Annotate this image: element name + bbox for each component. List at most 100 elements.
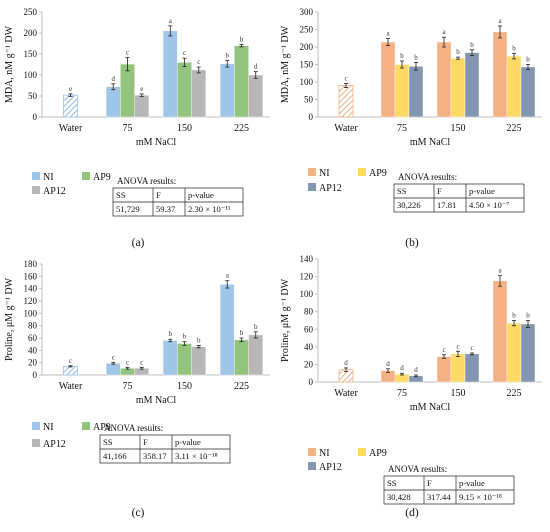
anova-value-cell: 30,226 xyxy=(397,200,421,210)
y-tick-label: 250 xyxy=(24,7,38,17)
x-tick-label: 225 xyxy=(234,123,249,134)
bar-water xyxy=(62,365,79,376)
anova-value-cell: 51,729 xyxy=(116,204,140,214)
significance-letter: b xyxy=(470,41,474,49)
bar-water xyxy=(62,94,79,118)
significance-letter: e xyxy=(140,85,143,93)
bar-ap9 xyxy=(394,64,410,118)
y-tick-label: 40 xyxy=(304,342,314,352)
bar-ni xyxy=(162,30,178,118)
significance-letter: d xyxy=(344,359,348,367)
legend-swatch-ni xyxy=(308,448,316,456)
significance-letter: b xyxy=(226,51,230,59)
y-axis-label: Proline, μM g⁻¹ DW xyxy=(4,277,15,361)
legend-label-ap12: AP12 xyxy=(43,439,66,450)
anova-title: ANOVA results: xyxy=(388,464,447,474)
bar-ap9 xyxy=(120,63,135,118)
significance-letter: b xyxy=(197,336,201,344)
bar-ap12 xyxy=(464,52,480,118)
y-axis-label: MDA, nM g⁻¹ DW xyxy=(280,25,291,103)
significance-letter: d xyxy=(254,63,258,71)
y-tick-label: 0 xyxy=(33,112,38,122)
y-tick-label: 60 xyxy=(304,324,314,334)
x-tick-label: 225 xyxy=(507,123,522,134)
significance-letter: a xyxy=(386,30,390,38)
bar-ap9 xyxy=(450,353,466,383)
significance-letter: b xyxy=(456,48,460,56)
legend-swatch-ap9 xyxy=(358,168,366,176)
significance-letter: e xyxy=(69,85,72,93)
significance-letter: b xyxy=(512,312,516,320)
significance-letter: c xyxy=(140,358,143,366)
bar-ap9 xyxy=(450,58,466,118)
y-tick-label: 50 xyxy=(304,95,314,105)
anova-value-cell: 2.30 × 10⁻¹¹ xyxy=(188,204,231,214)
y-tick-label: 100 xyxy=(24,70,38,80)
significance-letter: d xyxy=(386,360,390,368)
y-tick-label: 20 xyxy=(304,359,314,369)
y-tick-label: 120 xyxy=(300,272,314,282)
x-tick-label: 150 xyxy=(177,381,192,392)
bar-ni xyxy=(492,280,508,383)
legend-label-ap9: AP9 xyxy=(93,422,111,433)
legend-label-ap9: AP9 xyxy=(369,448,387,459)
y-tick-label: 150 xyxy=(24,49,38,59)
anova-value-cell: 41,166 xyxy=(103,451,127,461)
bar-ni xyxy=(380,41,396,118)
x-axis-label: mM NaCl xyxy=(136,395,177,406)
bar-ni xyxy=(105,363,121,376)
bar-ap12 xyxy=(408,66,424,118)
bar-ap12 xyxy=(520,323,536,383)
bar-ni xyxy=(492,31,508,118)
x-tick-label: 150 xyxy=(177,123,192,134)
y-tick-label: 160 xyxy=(24,271,38,281)
significance-letter: b xyxy=(183,333,187,341)
bar-ap9 xyxy=(177,62,192,118)
legend-label-ap12: AP12 xyxy=(319,462,342,473)
legend-swatch-ni xyxy=(32,422,40,430)
x-axis-label: mM NaCl xyxy=(410,137,451,148)
panel-a: 0 50 100 150 200 250 MDA, nM g⁻¹ DW Water e 75 d c e… xyxy=(4,7,270,249)
legend-swatch-ap12 xyxy=(308,462,316,470)
bar-ap12 xyxy=(191,69,207,118)
anova-header-cell: p-value xyxy=(188,190,214,200)
panel-b: 0 50 100 150 200 250 300 MDA, nM g⁻¹ DW Water c 75… xyxy=(280,7,542,249)
x-tick-label: 150 xyxy=(451,388,466,399)
anova-title: ANOVA results: xyxy=(104,423,163,433)
anova-header-cell: SS xyxy=(387,478,397,488)
bar-ap12 xyxy=(520,66,536,118)
bar-ap9 xyxy=(234,339,249,376)
legend-swatch-ap12 xyxy=(32,186,40,194)
bar-ap12 xyxy=(464,353,480,383)
significance-letter: b xyxy=(169,330,173,338)
y-tick-label: 200 xyxy=(24,28,38,38)
y-tick-label: 80 xyxy=(28,321,38,331)
significance-letter: c xyxy=(69,357,72,365)
bar-ni xyxy=(105,86,121,118)
legend-swatch-ap9 xyxy=(82,172,90,180)
bar-ap9 xyxy=(506,322,522,383)
bar-ap12 xyxy=(191,346,207,376)
y-tick-label: 120 xyxy=(24,296,38,306)
significance-letter: d xyxy=(414,366,418,374)
legend-swatch-ap9 xyxy=(82,422,90,430)
x-tick-label: Water xyxy=(59,381,83,392)
significance-letter: c xyxy=(112,353,115,361)
anova-value-cell: 317.44 xyxy=(427,492,451,502)
bar-ni xyxy=(219,284,235,376)
legend-swatch-ni xyxy=(308,168,316,176)
significance-letter: a xyxy=(498,267,502,275)
legend-label-ni: NI xyxy=(43,172,54,183)
y-tick-label: 40 xyxy=(28,345,38,355)
panel-label: (b) xyxy=(405,237,419,249)
x-tick-label: 75 xyxy=(123,381,133,392)
legend-swatch-ap12 xyxy=(32,439,40,447)
significance-letter: b xyxy=(526,312,530,320)
y-tick-label: 140 xyxy=(24,284,38,294)
x-tick-label: 75 xyxy=(397,388,407,399)
significance-letter: d xyxy=(112,75,116,83)
y-tick-label: 300 xyxy=(300,7,314,17)
anova-title: ANOVA results: xyxy=(117,176,176,186)
significance-letter: c xyxy=(197,58,200,66)
